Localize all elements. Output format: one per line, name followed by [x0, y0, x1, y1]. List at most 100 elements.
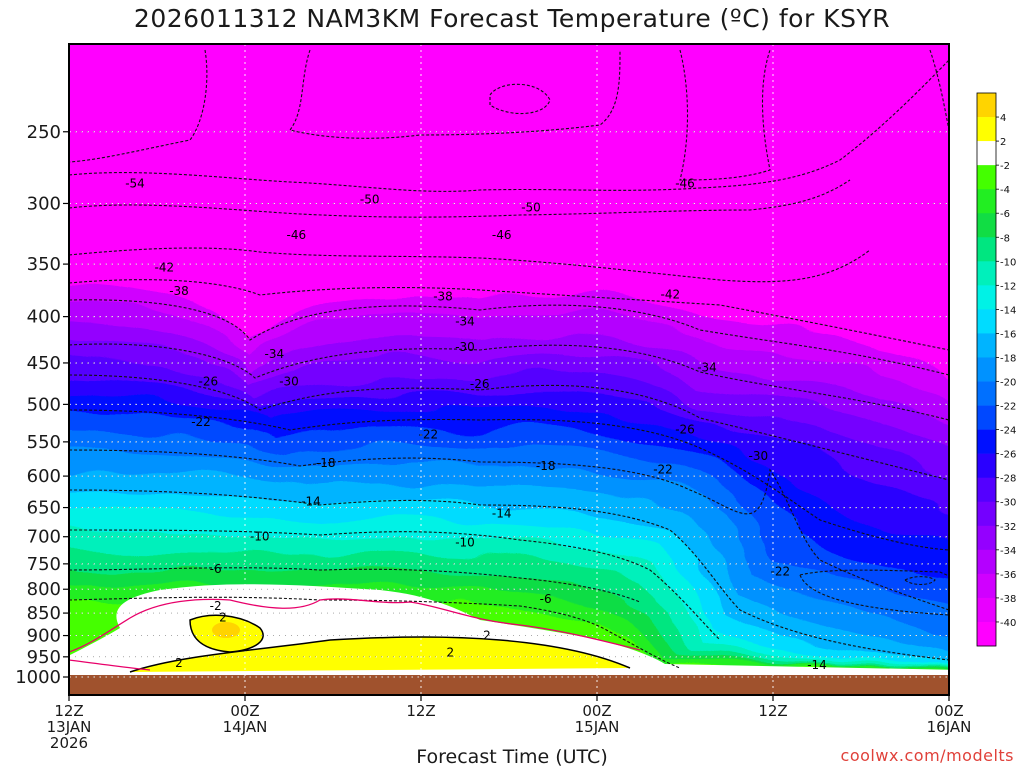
colorbar-label-9: -14 — [1000, 305, 1016, 316]
contour-label-13: -30 — [455, 340, 475, 354]
y-tick-label-5: 500 — [27, 394, 61, 415]
colorbar-swatch-6 — [977, 237, 996, 262]
contour-label-10: -34 — [455, 315, 475, 329]
colorbar-label-15: -26 — [1000, 450, 1016, 461]
colorbar-label-12: -20 — [1000, 378, 1016, 389]
contour-label-6: -42 — [155, 260, 175, 274]
contour-label-14: -30 — [279, 375, 299, 389]
colorbar-swatch-21 — [977, 597, 996, 623]
y-tick-label-6: 550 — [27, 432, 61, 453]
y-tick-label-14: 950 — [27, 647, 61, 668]
contour-label-25: -14 — [301, 494, 321, 508]
y-tick-label-3: 400 — [27, 307, 61, 328]
colorbar-swatch-14 — [977, 429, 996, 454]
contour-label-8: -38 — [169, 284, 189, 298]
freezing-contours — [69, 598, 641, 673]
colorbar-label-21: -38 — [1000, 594, 1016, 605]
colorbar-label-5: -6 — [1000, 209, 1010, 220]
chart-title: 2026011312 NAM3KM Forecast Temperature (… — [133, 4, 891, 33]
colorbar-legend: 4 2 -2 -4 -6 -8 -10 -12 -14 -16 -18 -20 -22 -24 -26 -28… — [976, 92, 1016, 647]
x-tick-label-5-0: 00Z — [934, 702, 963, 720]
colorbar-label-1: 4 — [1000, 113, 1006, 124]
contour-label-19: -22 — [191, 415, 211, 429]
contour-label-5: -46 — [492, 228, 512, 242]
colorbar-swatch-9 — [977, 309, 996, 334]
y-tick-label-13: 900 — [27, 626, 61, 647]
colorbar-label-17: -30 — [1000, 498, 1016, 509]
contour-label-22: -22 — [771, 565, 791, 579]
contour-label-18: -26 — [675, 423, 695, 437]
y-tick-label-7: 600 — [27, 466, 61, 487]
contour-label-7: -42 — [661, 287, 681, 301]
contour-label-15: -30 — [749, 449, 769, 463]
colorbar-label-16: -28 — [1000, 474, 1016, 485]
contour-label-32: -2 — [210, 599, 222, 613]
temperature-field — [69, 44, 949, 695]
contour-label-12: -34 — [697, 360, 717, 374]
contour-label-31: -6 — [540, 592, 552, 606]
contour-label-36: 2 — [175, 656, 183, 670]
colorbar-label-2: 2 — [1000, 137, 1006, 148]
colorbar-label-20: -36 — [1000, 570, 1016, 581]
contour-label-28: -10 — [250, 530, 270, 544]
colorbar-frame — [976, 92, 997, 647]
contour-label-27: -14 — [807, 658, 827, 672]
colorbar-swatch-16 — [977, 477, 996, 503]
contour-label-9: -38 — [433, 289, 453, 303]
colorbar-swatch-11 — [977, 357, 996, 382]
contour-label-20: -22 — [419, 428, 439, 442]
colorbar-swatch-1 — [977, 117, 996, 142]
colorbar-label-11: -18 — [1000, 353, 1016, 364]
colorbar-swatch-18 — [977, 525, 996, 551]
contour-label-35: 2 — [447, 646, 455, 660]
x-tick-label-0-1: 13JAN — [47, 718, 92, 736]
contour-label-17: -26 — [470, 377, 490, 391]
x-tick-label-1-1: 14JAN — [223, 718, 268, 736]
x-tick-label-3-0: 00Z — [582, 702, 611, 720]
colorbar-swatch-2 — [977, 141, 996, 166]
colorbar-swatch-22 — [977, 621, 996, 647]
contour-label-30: -6 — [210, 562, 222, 576]
y-tick-label-1: 300 — [27, 193, 61, 214]
contour-label-29: -10 — [455, 535, 475, 549]
colorbar-swatch-5 — [977, 213, 996, 238]
x-tick-label-1-0: 00Z — [230, 702, 259, 720]
colorbar-label-14: -24 — [1000, 426, 1016, 437]
colorbar-label-4: -4 — [1000, 185, 1010, 196]
colorbar-swatch-19 — [977, 549, 996, 575]
contour-label-0: -54 — [125, 176, 145, 190]
colorbar-swatch-17 — [977, 501, 996, 527]
contour-labels: -54-50-50-46-46 -46-42-42-38 -38-34-34-34-… — [125, 176, 827, 672]
y-tick-label-10: 750 — [27, 554, 61, 575]
y-tick-label-0: 250 — [27, 122, 61, 143]
x-axis-title: Forecast Time (UTC) — [416, 746, 608, 768]
y-tick-label-8: 650 — [27, 498, 61, 519]
colorbar-swatch-3 — [977, 165, 996, 190]
contour-label-11: -34 — [265, 347, 285, 361]
colorbar-label-19: -34 — [1000, 546, 1016, 557]
y-tick-label-2: 350 — [27, 254, 61, 275]
colorbar-label-8: -12 — [1000, 281, 1016, 292]
x-tick-label-4-0: 12Z — [758, 702, 787, 720]
y-tick-label-11: 800 — [27, 579, 61, 600]
x-tick-label-0-2: 2026 — [50, 734, 88, 752]
contour-label-16: -26 — [199, 375, 219, 389]
contour-lines — [69, 49, 949, 669]
colorbar-label-3: -2 — [1000, 161, 1010, 172]
contour-label-24: -18 — [536, 459, 556, 473]
contour-label-23: -18 — [316, 456, 336, 470]
x-tick-label-2-0: 12Z — [406, 702, 435, 720]
colorbar-swatch-8 — [977, 285, 996, 310]
x-tick-label-0-0: 12Z — [54, 702, 83, 720]
colorbar-swatch-10 — [977, 333, 996, 358]
contour-label-3: -46 — [675, 176, 695, 190]
credit-link[interactable]: coolwx.com/modelts — [840, 746, 1014, 765]
colorbar-label-10: -16 — [1000, 329, 1016, 340]
y-tick-label-15: 1000 — [15, 667, 61, 688]
x-tick-label-3-1: 15JAN — [575, 718, 620, 736]
colorbar-label-18: -32 — [1000, 522, 1016, 533]
colorbar-swatch-0 — [977, 93, 996, 118]
colorbar-label-6: -8 — [1000, 233, 1010, 244]
